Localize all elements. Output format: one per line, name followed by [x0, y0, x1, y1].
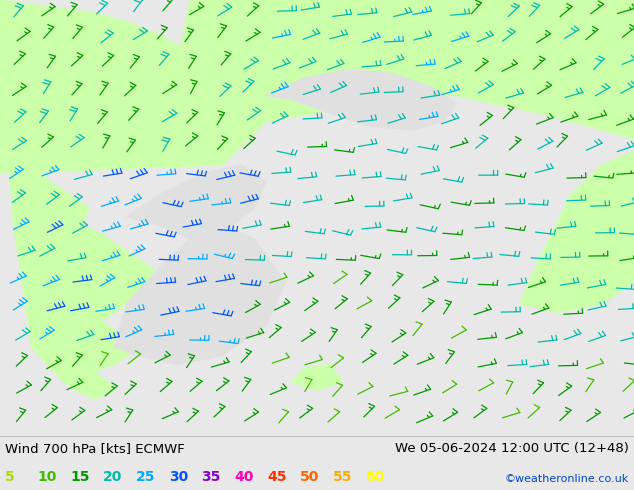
Text: 40: 40	[235, 470, 254, 484]
Text: Wind 700 hPa [kts] ECMWF: Wind 700 hPa [kts] ECMWF	[5, 442, 185, 455]
Polygon shape	[292, 364, 342, 390]
Text: 15: 15	[70, 470, 90, 484]
Text: 25: 25	[136, 470, 155, 484]
Text: 55: 55	[333, 470, 352, 484]
Text: 10: 10	[38, 470, 57, 484]
Text: ©weatheronline.co.uk: ©weatheronline.co.uk	[505, 474, 629, 484]
Text: 35: 35	[202, 470, 221, 484]
Text: 5: 5	[5, 470, 15, 484]
Polygon shape	[178, 0, 634, 139]
Polygon shape	[0, 0, 266, 173]
Polygon shape	[266, 70, 456, 130]
Text: We 05-06-2024 12:00 UTC (12+48): We 05-06-2024 12:00 UTC (12+48)	[395, 442, 629, 455]
Polygon shape	[0, 0, 158, 399]
Text: 30: 30	[169, 470, 188, 484]
Text: 50: 50	[300, 470, 320, 484]
Polygon shape	[127, 165, 266, 239]
Polygon shape	[114, 225, 285, 364]
Text: 45: 45	[267, 470, 287, 484]
Text: 20: 20	[103, 470, 123, 484]
Text: 60: 60	[365, 470, 385, 484]
Polygon shape	[520, 152, 634, 312]
